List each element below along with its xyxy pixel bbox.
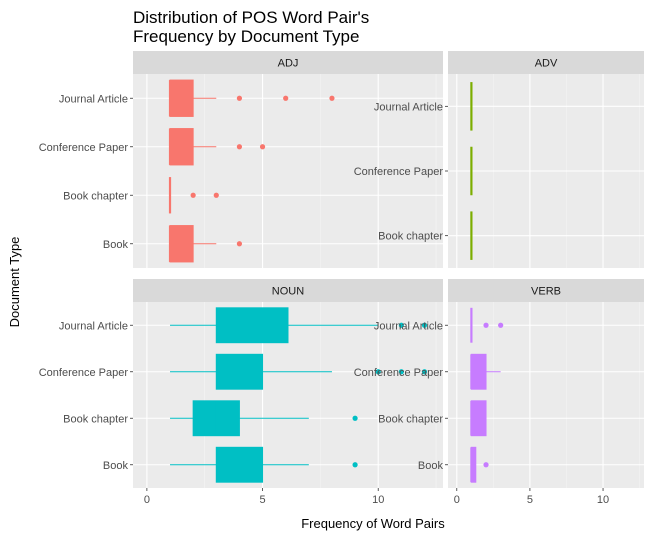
outlier-point — [421, 369, 428, 375]
strip-background — [448, 51, 644, 74]
strip-label-adj: ADJ — [278, 58, 299, 70]
x-axis-title: Frequency of Word Pairs — [301, 516, 445, 531]
box-iqr — [169, 128, 194, 166]
box-noun-book — [170, 446, 358, 483]
strip-label-verb: VERB — [531, 286, 561, 298]
box-noun-book-chapter — [170, 400, 358, 437]
x-tick-label: 10 — [597, 494, 609, 506]
outlier-point — [375, 369, 381, 375]
facet-verb: VERB Journal Article Conference Paper Book … — [354, 279, 644, 506]
y-tick-label-conference-paper: Conference Paper — [354, 166, 444, 178]
y-tick-label-book-chapter: Book chapter — [378, 413, 443, 425]
outlier-point — [236, 241, 243, 247]
y-tick-label-conference-paper: Conference Paper — [39, 367, 129, 379]
chart-title-line-2: Frequency by Document Type — [133, 27, 359, 46]
y-tick-label-book: Book — [103, 239, 129, 251]
box-iqr — [470, 353, 487, 390]
y-tick-label-conference-paper: Conference Paper — [354, 367, 444, 379]
y-axis-title: Document Type — [7, 237, 22, 328]
x-tick-label: 10 — [372, 494, 384, 506]
box-verb-conference-paper — [470, 353, 501, 390]
y-tick-label-book-chapter: Book chapter — [378, 231, 443, 243]
facet-panels: ADJ Journal Article Conference Paper Book c… — [39, 51, 644, 506]
strip-label-noun: NOUN — [272, 286, 304, 298]
x-tick-label: 0 — [144, 494, 150, 506]
chart-title-line-1: Distribution of POS Word Pair's — [133, 8, 369, 27]
outlier-point — [483, 462, 489, 468]
facet-noun: NOUN Journal Article Conference Paper Book … — [39, 279, 443, 506]
outlier-point — [398, 322, 404, 328]
box-adj-conference-paper — [168, 128, 266, 166]
outlier-point — [259, 144, 266, 150]
outlier-point — [352, 462, 358, 468]
strip-label-adv: ADV — [535, 58, 558, 70]
box-adj-book — [168, 225, 243, 263]
box-iqr — [169, 79, 194, 117]
outlier-point — [283, 95, 289, 101]
y-tick-label-journal-article: Journal Article — [59, 320, 128, 332]
strip-background — [133, 279, 443, 302]
box-verb-journal-article — [470, 307, 504, 343]
outlier-point — [398, 369, 404, 375]
y-tick-label-journal-article: Journal Article — [374, 101, 443, 113]
outlier-point — [236, 144, 243, 150]
y-tick-label-journal-article: Journal Article — [374, 320, 443, 332]
y-tick-label-conference-paper: Conference Paper — [39, 142, 129, 154]
box-adj-journal-article — [168, 79, 335, 117]
panel-background — [448, 302, 644, 488]
y-tick-label-book-chapter: Book chapter — [63, 413, 128, 425]
box-adj-book-chapter — [168, 177, 219, 214]
outlier-point — [190, 192, 196, 198]
strip-background — [448, 279, 644, 302]
box-noun-journal-article — [170, 307, 428, 344]
facet-adj: ADJ Journal Article Conference Paper Book c… — [39, 51, 443, 268]
outlier-point — [421, 322, 428, 328]
x-tick-label: 5 — [527, 494, 533, 506]
strip-background — [133, 51, 443, 74]
outlier-point — [352, 415, 358, 421]
box-verb-book — [470, 446, 489, 483]
x-tick-label: 0 — [454, 494, 460, 506]
y-tick-label-book: Book — [418, 460, 444, 472]
outlier-point — [213, 192, 219, 198]
box-iqr — [169, 225, 194, 263]
x-tick-label: 5 — [259, 494, 265, 506]
outlier-point — [498, 322, 504, 328]
y-tick-label-book: Book — [103, 460, 129, 472]
box-iqr — [215, 307, 289, 344]
box-verb-book-chapter — [470, 400, 487, 437]
box-iqr — [470, 400, 487, 437]
box-noun-conference-paper — [170, 353, 428, 390]
outlier-point — [236, 95, 243, 101]
y-tick-label-book-chapter: Book chapter — [63, 190, 128, 202]
facet-adv: ADV Journal Article Conference Paper Book c… — [354, 51, 644, 268]
outlier-point — [483, 322, 489, 328]
outlier-point — [329, 95, 335, 101]
y-tick-label-journal-article: Journal Article — [59, 93, 128, 105]
